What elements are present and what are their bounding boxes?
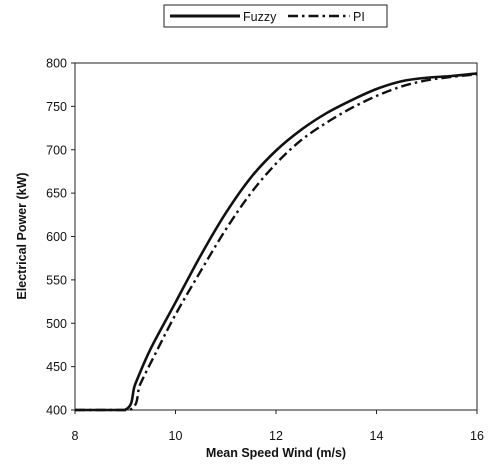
x-tick-label: 16: [470, 429, 484, 443]
legend-label-pi: PI: [353, 10, 365, 24]
y-tick-label: 600: [46, 230, 67, 244]
x-tick-label: 12: [269, 429, 283, 443]
plot-area: [74, 62, 478, 411]
x-tick-label: 10: [169, 429, 183, 443]
y-tick-label: 800: [46, 57, 67, 71]
series-lines: [75, 72, 478, 412]
x-axis-title: Mean Speed Wind (m/s): [206, 446, 346, 460]
y-tick-label: 450: [46, 360, 67, 374]
series-line-pi: [75, 73, 478, 412]
y-tick-label: 650: [46, 187, 67, 201]
y-tick-label: 750: [46, 100, 67, 114]
legend-label-fuzzy: Fuzzy: [243, 10, 277, 24]
legend: Fuzzy PI: [163, 4, 388, 28]
y-tick-label: 400: [46, 404, 67, 418]
legend-box: [163, 4, 388, 28]
series-line-fuzzy: [75, 72, 478, 412]
y-tick-label: 550: [46, 273, 67, 287]
y-axis-title: Electrical Power (kW): [15, 172, 29, 299]
axis-ticks: 8 10 12 14 16 400 450 500 550 600 650 700 750 800: [46, 57, 484, 444]
y-tick-label: 500: [46, 317, 67, 331]
x-tick-label: 8: [72, 429, 79, 443]
x-tick-label: 14: [370, 429, 384, 443]
y-tick-label: 700: [46, 143, 67, 157]
